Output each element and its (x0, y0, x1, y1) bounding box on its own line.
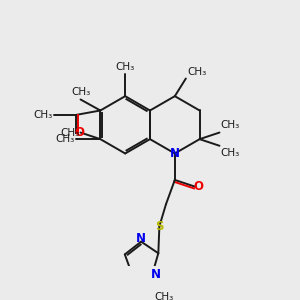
Text: O: O (193, 180, 203, 193)
Text: CH₃: CH₃ (154, 292, 173, 300)
Text: N: N (170, 147, 180, 160)
Text: N: N (136, 232, 146, 245)
Text: CH₃: CH₃ (56, 134, 75, 144)
Text: CH₃: CH₃ (116, 62, 135, 72)
Text: CH₃: CH₃ (220, 148, 240, 158)
Text: CH₃: CH₃ (34, 110, 53, 120)
Text: CH₃: CH₃ (187, 68, 206, 77)
Text: CH₃: CH₃ (71, 87, 90, 97)
Text: CH₃: CH₃ (60, 128, 80, 137)
Text: O: O (74, 126, 84, 139)
Text: CH₃: CH₃ (220, 120, 240, 130)
Text: S: S (155, 220, 164, 233)
Text: N: N (151, 268, 161, 281)
